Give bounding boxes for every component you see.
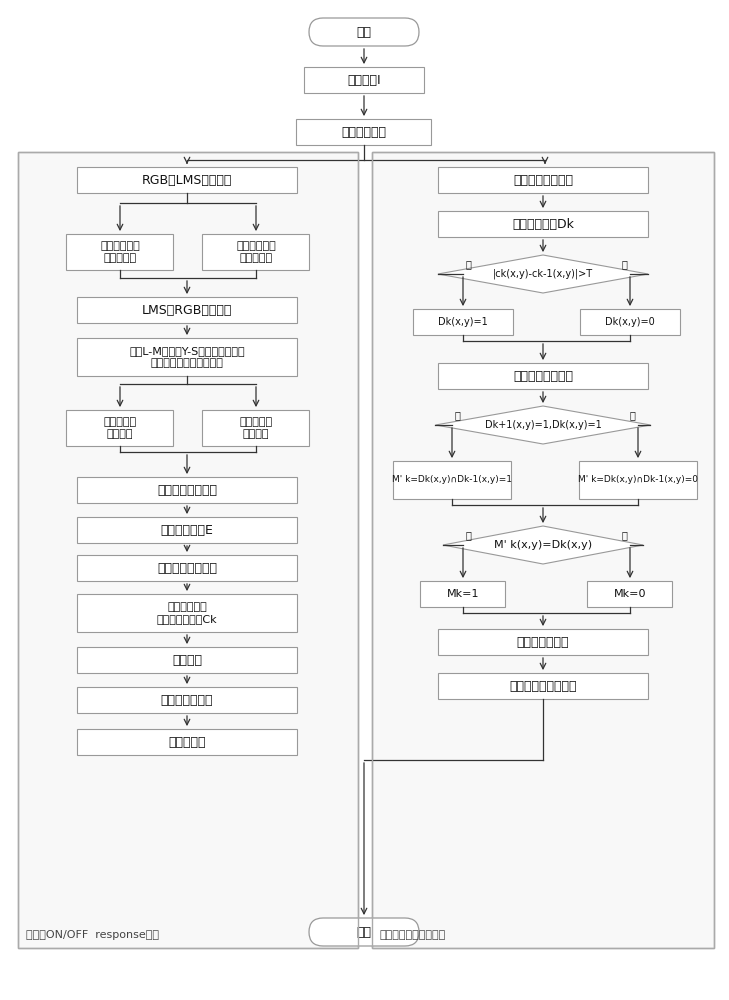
Text: 计算分解量对数: 计算分解量对数 bbox=[161, 694, 214, 706]
Bar bbox=[438, 211, 648, 237]
Text: 否: 否 bbox=[629, 410, 635, 420]
Bar bbox=[66, 234, 174, 270]
Text: 构建L-M拮抗、Y-S拮抗、明亮兴奋
拮抗、明亮抑制拮抗模型: 构建L-M拮抗、Y-S拮抗、明亮兴奋 拮抗、明亮抑制拮抗模型 bbox=[129, 346, 245, 368]
Bar bbox=[77, 517, 297, 543]
Text: M' k(x,y)=Dk(x,y): M' k(x,y)=Dk(x,y) bbox=[494, 540, 592, 550]
Polygon shape bbox=[435, 406, 650, 444]
Text: 划分圆形区域
计算图像对比度Ck: 划分圆形区域 计算图像对比度Ck bbox=[157, 602, 217, 624]
Text: 是: 是 bbox=[466, 259, 472, 269]
Text: 计算输入刺激Dk: 计算输入刺激Dk bbox=[512, 218, 574, 231]
Bar bbox=[77, 167, 297, 193]
Text: M' k=Dk(x,y)∩Dk-1(x,y)=0: M' k=Dk(x,y)∩Dk-1(x,y)=0 bbox=[578, 476, 698, 485]
Polygon shape bbox=[438, 255, 648, 293]
Bar bbox=[18, 152, 358, 948]
Text: Dk+1(x,y)=1,Dk(x,y)=1: Dk+1(x,y)=1,Dk(x,y)=1 bbox=[485, 420, 601, 430]
Text: 仿鹰眼ON/OFF  response机制: 仿鹰眼ON/OFF response机制 bbox=[26, 930, 159, 940]
Polygon shape bbox=[443, 526, 643, 564]
Bar bbox=[421, 581, 505, 607]
Bar bbox=[413, 309, 513, 335]
FancyBboxPatch shape bbox=[309, 18, 419, 46]
Bar bbox=[77, 687, 297, 713]
Bar bbox=[203, 234, 310, 270]
Bar bbox=[77, 729, 297, 755]
Text: Mk=0: Mk=0 bbox=[614, 589, 646, 599]
Bar bbox=[77, 297, 297, 323]
Text: 计算小目标显著图像: 计算小目标显著图像 bbox=[510, 680, 577, 692]
Text: 图像分解: 图像分解 bbox=[172, 654, 202, 666]
Text: 仿鹰中脑返回抑制机制: 仿鹰中脑返回抑制机制 bbox=[380, 930, 446, 940]
Text: 是: 是 bbox=[466, 530, 472, 540]
Text: Dk(x,y)=0: Dk(x,y)=0 bbox=[605, 317, 655, 327]
Bar bbox=[438, 167, 648, 193]
Text: LMS转RGB颜色空间: LMS转RGB颜色空间 bbox=[142, 304, 233, 316]
Bar bbox=[297, 119, 432, 145]
Text: 是: 是 bbox=[455, 410, 461, 420]
Text: 估算光照数据E: 估算光照数据E bbox=[160, 524, 214, 536]
Text: Mk=1: Mk=1 bbox=[447, 589, 479, 599]
Bar bbox=[588, 581, 672, 607]
Text: 计算运动特征刺激: 计算运动特征刺激 bbox=[513, 369, 573, 382]
Bar bbox=[77, 594, 297, 632]
Bar bbox=[304, 67, 424, 93]
Text: 输入图像I: 输入图像I bbox=[347, 74, 381, 87]
Bar bbox=[372, 152, 714, 948]
FancyBboxPatch shape bbox=[309, 918, 419, 946]
Bar bbox=[203, 410, 310, 446]
Bar bbox=[66, 410, 174, 446]
Bar bbox=[579, 461, 697, 499]
Text: 计算单拮抗
细胞响应: 计算单拮抗 细胞响应 bbox=[104, 417, 136, 439]
Text: 否: 否 bbox=[621, 530, 627, 540]
Text: 开始: 开始 bbox=[356, 25, 372, 38]
Bar bbox=[77, 338, 297, 376]
Bar bbox=[580, 309, 680, 335]
Text: RGB转LMS颜色空间: RGB转LMS颜色空间 bbox=[142, 174, 233, 186]
Bar bbox=[438, 673, 648, 699]
Text: 拮抗细胞输出转换: 拮抗细胞输出转换 bbox=[157, 484, 217, 496]
Bar bbox=[393, 461, 511, 499]
Bar bbox=[372, 152, 714, 948]
Text: 计算双拮抗
细胞响应: 计算双拮抗 细胞响应 bbox=[239, 417, 273, 439]
Text: 多尺度综合: 多尺度综合 bbox=[168, 736, 206, 748]
Bar bbox=[77, 647, 297, 673]
Text: 否: 否 bbox=[621, 259, 627, 269]
Text: 计算鹰感受野
单拮抗响应: 计算鹰感受野 单拮抗响应 bbox=[100, 241, 140, 263]
Text: 计算距离响应值: 计算距离响应值 bbox=[517, 636, 569, 648]
Text: 鹰视敏度函数处理: 鹰视敏度函数处理 bbox=[513, 174, 573, 186]
Bar bbox=[438, 629, 648, 655]
Bar bbox=[77, 477, 297, 503]
Text: 计算鹰感受野
双拮抗响应: 计算鹰感受野 双拮抗响应 bbox=[236, 241, 276, 263]
Text: M' k=Dk(x,y)∩Dk-1(x,y)=1: M' k=Dk(x,y)∩Dk-1(x,y)=1 bbox=[392, 476, 512, 485]
Bar bbox=[77, 555, 297, 581]
Text: Dk(x,y)=1: Dk(x,y)=1 bbox=[438, 317, 488, 327]
Text: |ck(x,y)-ck-1(x,y)|>T: |ck(x,y)-ck-1(x,y)|>T bbox=[493, 269, 593, 279]
Bar bbox=[438, 363, 648, 389]
Text: 图像畸变校正: 图像畸变校正 bbox=[341, 125, 386, 138]
Text: 池化操作还原光照: 池化操作还原光照 bbox=[157, 562, 217, 574]
Text: 结束: 结束 bbox=[356, 926, 372, 938]
Bar bbox=[18, 152, 358, 948]
